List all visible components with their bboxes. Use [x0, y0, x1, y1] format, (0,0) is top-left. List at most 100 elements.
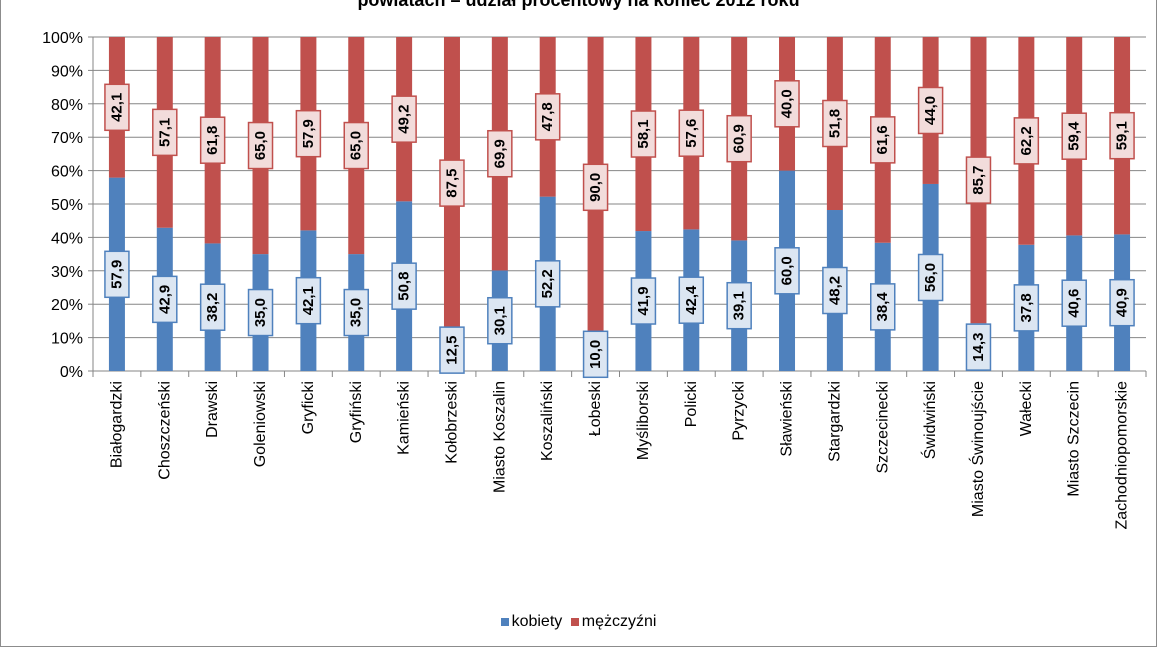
data-label-mezczyzni: 87,5	[443, 169, 460, 198]
data-label-box-mezczyzni	[726, 114, 752, 163]
data-label-kobiety: 48,2	[826, 276, 843, 305]
data-label-kobiety: 56,0	[922, 263, 939, 292]
data-label-mezczyzni: 65,0	[348, 131, 365, 160]
data-label-box-kobiety	[343, 288, 369, 337]
data-label-mezczyzni: 40,0	[779, 89, 796, 118]
legend-swatch-kobiety	[500, 617, 509, 626]
data-label-box-kobiety	[678, 276, 705, 324]
y-tick-label: 70%	[51, 130, 83, 147]
data-label-box-mezczyzni	[965, 156, 992, 204]
data-label-box-mezczyzni	[152, 108, 178, 157]
data-label-box-kobiety	[391, 262, 417, 310]
data-label-box-kobiety	[870, 283, 896, 331]
data-label-box-mezczyzni	[104, 83, 130, 132]
data-label-box-kobiety	[295, 276, 322, 325]
data-label-box-mezczyzni	[917, 86, 944, 135]
category-label: Drawski	[204, 381, 221, 438]
data-label-kobiety: 38,2	[204, 293, 221, 322]
data-label-mezczyzni: 85,7	[970, 166, 987, 195]
data-label-kobiety: 52,2	[539, 269, 556, 298]
legend-label-kobiety: kobiety	[511, 613, 563, 630]
data-label-mezczyzni: 51,8	[826, 109, 843, 138]
category-label: Zachodniopomorskie	[1114, 381, 1131, 530]
data-label-mezczyzni: 42,1	[108, 93, 125, 122]
data-label-mezczyzni: 59,4	[1066, 121, 1083, 151]
data-label-kobiety: 38,4	[874, 292, 891, 322]
category-label: Myśliborski	[635, 381, 652, 460]
y-tick-label: 100%	[42, 30, 83, 47]
category-label: Kamieński	[396, 381, 413, 455]
legend-item-mezczyzni: mężczyźni	[570, 613, 657, 631]
data-label-mezczyzni: 90,0	[587, 173, 604, 202]
data-label-mezczyzni: 57,1	[156, 118, 173, 147]
data-label-kobiety: 39,1	[731, 291, 748, 320]
data-label-box-kobiety	[1013, 284, 1040, 332]
category-label: Pyrzycki	[731, 381, 748, 441]
data-label-box-kobiety	[774, 247, 800, 295]
data-label-box-kobiety	[1061, 279, 1087, 327]
data-label-box-mezczyzni	[1061, 112, 1087, 160]
category-label: Stargardzki	[826, 381, 843, 462]
data-label-kobiety: 40,6	[1066, 289, 1083, 318]
data-label-box-kobiety	[822, 266, 848, 315]
data-label-kobiety: 50,8	[396, 272, 413, 301]
data-label-box-kobiety	[247, 288, 274, 337]
legend-swatch-mezczyzni	[570, 617, 579, 626]
y-tick-label: 50%	[51, 197, 83, 214]
category-label: Gryfiński	[348, 381, 365, 443]
data-label-box-kobiety	[487, 296, 513, 345]
data-label-box-mezczyzni	[870, 116, 896, 164]
data-label-box-mezczyzni	[1109, 111, 1135, 160]
data-label-box-mezczyzni	[295, 109, 322, 158]
data-label-box-mezczyzni	[487, 129, 513, 178]
data-label-kobiety: 30,1	[491, 306, 508, 335]
data-label-mezczyzni: 65,0	[252, 131, 269, 160]
data-label-kobiety: 40,9	[1114, 288, 1131, 317]
category-label: Policki	[683, 381, 700, 427]
category-label: Świdwiński	[920, 381, 939, 459]
data-label-box-mezczyzni	[582, 163, 609, 212]
data-label-kobiety: 10,0	[587, 340, 604, 369]
data-label-mezczyzni: 62,2	[1018, 126, 1035, 155]
data-label-kobiety: 42,1	[300, 286, 317, 315]
data-label-kobiety: 42,4	[683, 285, 700, 315]
data-label-kobiety: 57,9	[108, 260, 125, 289]
category-label: Miasto Szczecin	[1066, 381, 1083, 497]
data-label-box-kobiety	[199, 283, 226, 331]
y-tick-label: 90%	[51, 63, 83, 80]
data-label-kobiety: 41,9	[635, 286, 652, 315]
y-tick-label: 40%	[51, 230, 83, 247]
category-label: Kołobrzeski	[443, 381, 460, 464]
data-label-kobiety: 42,9	[156, 285, 173, 314]
data-label-box-kobiety	[1109, 278, 1135, 327]
data-label-box-mezczyzni	[630, 110, 657, 158]
data-label-box-kobiety	[582, 330, 609, 379]
data-label-mezczyzni: 58,1	[635, 119, 652, 148]
data-label-mezczyzni: 57,9	[300, 119, 317, 148]
y-tick-label: 10%	[51, 331, 83, 348]
data-label-box-kobiety	[152, 275, 178, 324]
data-label-mezczyzni: 47,8	[539, 102, 556, 131]
y-tick-label: 30%	[51, 264, 83, 281]
category-label: Miasto Koszalin	[491, 381, 508, 493]
data-label-box-mezczyzni	[247, 121, 274, 170]
data-label-box-mezczyzni	[439, 159, 465, 207]
data-label-box-kobiety	[104, 250, 130, 299]
data-label-mezczyzni: 61,6	[874, 125, 891, 154]
data-label-box-mezczyzni	[534, 93, 561, 141]
data-label-box-mezczyzni	[391, 95, 417, 143]
legend-label-mezczyzni: mężczyźni	[581, 613, 657, 630]
category-label: Koszaliński	[539, 381, 556, 461]
chart-title: powiatach – udział procentowy na koniec …	[357, 0, 800, 10]
data-label-box-kobiety	[439, 326, 465, 374]
data-label-box-kobiety	[917, 253, 944, 302]
data-label-box-mezczyzni	[774, 80, 800, 128]
data-label-box-kobiety	[534, 260, 561, 308]
category-label: Sławieński	[779, 381, 796, 457]
data-label-kobiety: 37,8	[1018, 293, 1035, 322]
category-label: Choszczeński	[156, 381, 173, 480]
data-label-box-kobiety	[726, 281, 752, 330]
legend: kobiety mężczyźni	[0, 613, 1157, 631]
